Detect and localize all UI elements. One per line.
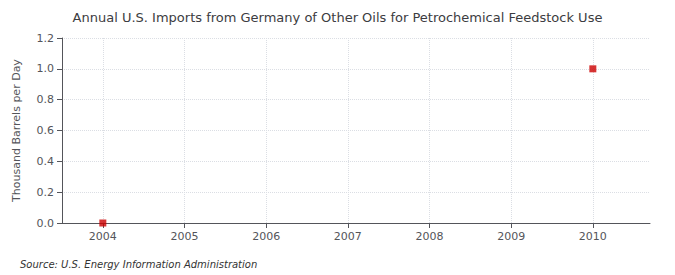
svg-text:Source: U.S. Energy Informatio: Source: U.S. Energy Information Administ… (20, 259, 257, 270)
svg-text:Annual U.S. Imports from Germa: Annual U.S. Imports from Germany of Othe… (73, 10, 603, 25)
svg-text:1.2: 1.2 (37, 32, 55, 45)
svg-text:0.8: 0.8 (37, 93, 55, 106)
svg-text:2004: 2004 (89, 230, 117, 243)
svg-text:2007: 2007 (334, 230, 362, 243)
svg-text:0.2: 0.2 (37, 186, 55, 199)
svg-text:2010: 2010 (579, 230, 607, 243)
svg-text:0.4: 0.4 (37, 155, 55, 168)
svg-text:2006: 2006 (252, 230, 280, 243)
svg-text:0.6: 0.6 (37, 124, 55, 137)
svg-text:2008: 2008 (416, 230, 444, 243)
svg-text:2005: 2005 (171, 230, 199, 243)
svg-text:0.0: 0.0 (37, 217, 55, 230)
svg-text:1.0: 1.0 (37, 62, 55, 75)
svg-text:2009: 2009 (497, 230, 525, 243)
svg-text:Thousand Barrels per Day: Thousand Barrels per Day (10, 59, 23, 203)
